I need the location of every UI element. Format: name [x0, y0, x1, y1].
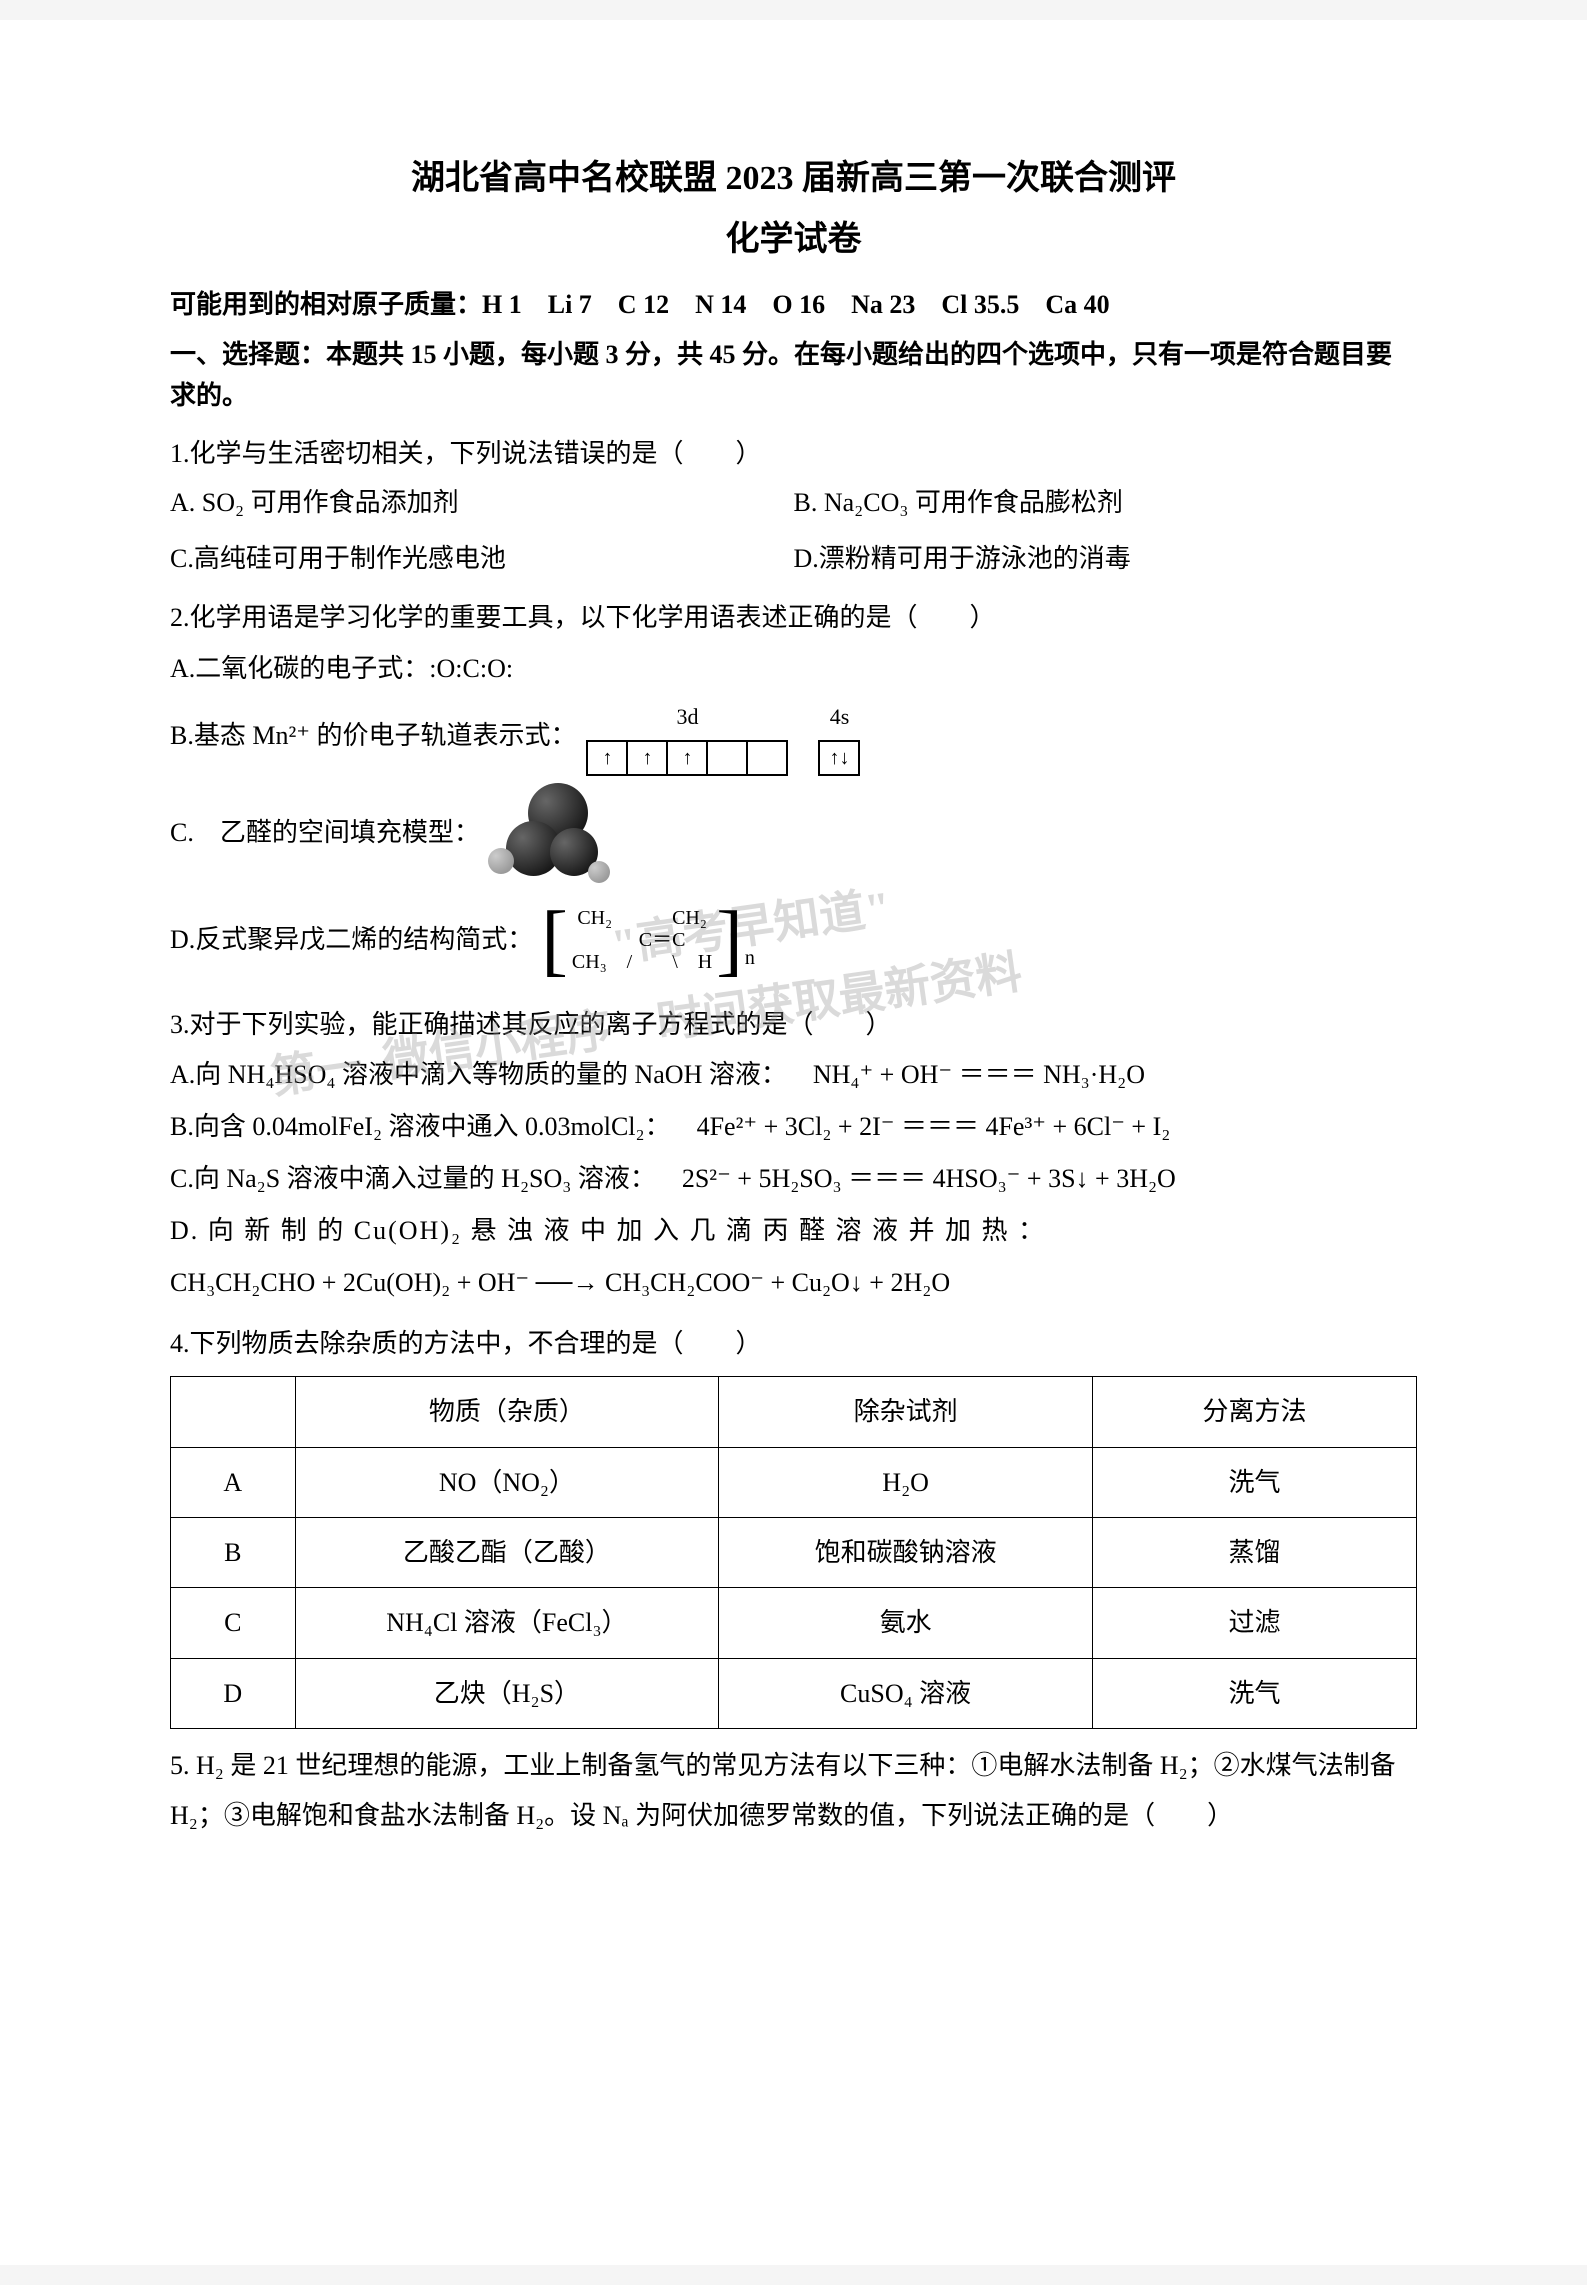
q3-optB: B.向含 0.04molFeI₂ 溶液中通入 0.03molCl₂： 4Fe²⁺…	[170, 1101, 1417, 1153]
orbital-3d-cell-4	[746, 740, 788, 776]
q4-r3-c1: 乙炔（H₂S）	[295, 1658, 719, 1728]
model-ball-4	[488, 848, 514, 874]
table-header-row: 物质（杂质） 除杂试剂 分离方法	[171, 1377, 1417, 1447]
q2-optD: D.反式聚异戊二烯的结构简式：	[170, 915, 533, 964]
q4-stem: 4.下列物质去除杂质的方法中，不合理的是（ ）	[170, 1319, 1417, 1368]
question-3: 3.对于下列实验，能正确描述其反应的离子方程式的是（ ） A.向 NH₄HSO₄…	[170, 1000, 1417, 1309]
q4-r2-c3: 过滤	[1093, 1588, 1417, 1658]
question-1: 1.化学与生活密切相关，下列说法错误的是（ ） A. SO₂ 可用作食品添加剂 …	[170, 429, 1417, 583]
q5-stem: 5. H₂ 是 21 世纪理想的能源，工业上制备氢气的常见方法有以下三种：①电解…	[170, 1741, 1417, 1840]
q4-th-1: 物质（杂质）	[295, 1377, 719, 1447]
q2-optC: C. 乙醛的空间填充模型：	[170, 808, 480, 857]
q4-r1-c0: B	[171, 1518, 296, 1588]
q4-th-2: 除杂试剂	[719, 1377, 1093, 1447]
q2-stem: 2.化学用语是学习化学的重要工具，以下化学用语表述正确的是（ ）	[170, 593, 1417, 642]
question-2: 2.化学用语是学习化学的重要工具，以下化学用语表述正确的是（ ） A.二氧化碳的…	[170, 593, 1417, 990]
q4-r2-c2: 氨水	[719, 1588, 1093, 1658]
formula-inner: CH₂ CH₂ C＝C CH₃ / \ H	[568, 907, 716, 973]
q2-optA-line: A.二氧化碳的电子式：:O:C:O:	[170, 644, 1417, 693]
orbital-4s-group: 4s ↑↓	[818, 696, 860, 776]
q4-r0-c3: 洗气	[1093, 1447, 1417, 1517]
q1-optD: D.漂粉精可用于游泳池的消毒	[794, 534, 1418, 583]
q2-optB-line: B.基态 Mn²⁺ 的价电子轨道表示式： 3d ↑ ↑ ↑ 4s ↑↓	[170, 696, 1417, 776]
orbital-3d-cell-3	[706, 740, 748, 776]
formula-l3: CH₃ / \ H	[572, 951, 712, 973]
q1-stem: 1.化学与生活密切相关，下列说法错误的是（ ）	[170, 429, 1417, 478]
formula-subscript-n: n	[745, 939, 755, 977]
table-row: B 乙酸乙酯（乙酸） 饱和碳酸钠溶液 蒸馏	[171, 1518, 1417, 1588]
title-sub: 化学试卷	[170, 211, 1417, 260]
orbital-3d-label: 3d	[676, 696, 698, 738]
q4-r0-c1: NO（NO₂）	[295, 1447, 719, 1517]
orbital-3d-cell-2: ↑	[666, 740, 708, 776]
q4-th-0	[171, 1377, 296, 1447]
orbital-3d-group: 3d ↑ ↑ ↑	[586, 696, 788, 776]
q3-stem: 3.对于下列实验，能正确描述其反应的离子方程式的是（ ）	[170, 1000, 1417, 1049]
space-fill-model-icon	[488, 783, 628, 883]
formula-l2: C＝C	[572, 929, 712, 951]
q4-r2-c1: NH₄Cl 溶液（FeCl₃）	[295, 1588, 719, 1658]
q2-optB: B.基态 Mn²⁺ 的价电子轨道表示式：	[170, 711, 576, 760]
q4-th-3: 分离方法	[1093, 1377, 1417, 1447]
polymer-formula: [ CH₂ CH₂ C＝C CH₃ / \ H ] n	[541, 895, 755, 985]
table-row: D 乙炔（H₂S） CuSO₄ 溶液 洗气	[171, 1658, 1417, 1728]
orbital-3d-cell-1: ↑	[626, 740, 668, 776]
q4-r3-c3: 洗气	[1093, 1658, 1417, 1728]
atomic-mass-label: 可能用到的相对原子质量：	[170, 290, 482, 319]
q4-table: 物质（杂质） 除杂试剂 分离方法 A NO（NO₂） H₂O 洗气 B 乙酸乙酯…	[170, 1376, 1417, 1729]
table-row: C NH₄Cl 溶液（FeCl₃） 氨水 过滤	[171, 1588, 1417, 1658]
exam-page: "高考早知道" 微信小程序 时间获取最新资料 第一 湖北省高中名校联盟 2023…	[0, 20, 1587, 2265]
section-1-header: 一、选择题：本题共 15 小题，每小题 3 分，共 45 分。在每小题给出的四个…	[170, 334, 1417, 417]
orbital-4s-cells: ↑↓	[818, 740, 860, 776]
q4-r0-c2: H₂O	[719, 1447, 1093, 1517]
q2-optA: A.二氧化碳的电子式：:O:C:O:	[170, 644, 513, 693]
q4-r1-c2: 饱和碳酸钠溶液	[719, 1518, 1093, 1588]
q2-optC-line: C. 乙醛的空间填充模型：	[170, 778, 1417, 888]
q1-optB: B. Na₂CO₃ 可用作食品膨松剂	[794, 478, 1418, 527]
q1-optA: A. SO₂ 可用作食品添加剂	[170, 478, 794, 527]
bracket-left-icon: [	[541, 900, 568, 980]
q3-optA: A.向 NH₄HSO₄ 溶液中滴入等物质的量的 NaOH 溶液： NH₄⁺ + …	[170, 1049, 1417, 1101]
bracket-right-icon: ]	[716, 900, 743, 980]
q3-optD-l1: D. 向 新 制 的 Cu(OH)₂ 悬 浊 液 中 加 入 几 滴 丙 醛 溶…	[170, 1205, 1417, 1257]
atomic-mass-line: 可能用到的相对原子质量：H 1 Li 7 C 12 N 14 O 16 Na 2…	[170, 284, 1417, 326]
orbital-3d-cell-0: ↑	[586, 740, 628, 776]
q4-r1-c3: 蒸馏	[1093, 1518, 1417, 1588]
orbital-4s-label: 4s	[830, 696, 850, 738]
q4-r2-c0: C	[171, 1588, 296, 1658]
formula-l1: CH₂ CH₂	[572, 907, 712, 929]
question-4: 4.下列物质去除杂质的方法中，不合理的是（ ） 物质（杂质） 除杂试剂 分离方法…	[170, 1319, 1417, 1729]
model-ball-5	[588, 861, 610, 883]
title-main: 湖北省高中名校联盟 2023 届新高三第一次联合测评	[170, 150, 1417, 199]
orbital-4s-cell-0: ↑↓	[818, 740, 860, 776]
atomic-mass-values: H 1 Li 7 C 12 N 14 O 16 Na 23 Cl 35.5 Ca…	[482, 290, 1110, 319]
q4-r1-c1: 乙酸乙酯（乙酸）	[295, 1518, 719, 1588]
q3-optC: C.向 Na₂S 溶液中滴入过量的 H₂SO₃ 溶液： 2S²⁻ + 5H₂SO…	[170, 1153, 1417, 1205]
question-5: 5. H₂ 是 21 世纪理想的能源，工业上制备氢气的常见方法有以下三种：①电解…	[170, 1741, 1417, 1840]
table-row: A NO（NO₂） H₂O 洗气	[171, 1447, 1417, 1517]
q3-optD-l2: CH₃CH₂CHO + 2Cu(OH)₂ + OH⁻ ──→ CH₃CH₂COO…	[170, 1257, 1417, 1309]
q4-r3-c2: CuSO₄ 溶液	[719, 1658, 1093, 1728]
q4-r0-c0: A	[171, 1447, 296, 1517]
orbital-diagram: 3d ↑ ↑ ↑ 4s ↑↓	[586, 696, 890, 776]
q1-optC: C.高纯硅可用于制作光感电池	[170, 534, 794, 583]
q4-r3-c0: D	[171, 1658, 296, 1728]
q2-optD-line: D.反式聚异戊二烯的结构简式： [ CH₂ CH₂ C＝C CH₃ / \ H …	[170, 890, 1417, 990]
orbital-3d-cells: ↑ ↑ ↑	[586, 740, 788, 776]
